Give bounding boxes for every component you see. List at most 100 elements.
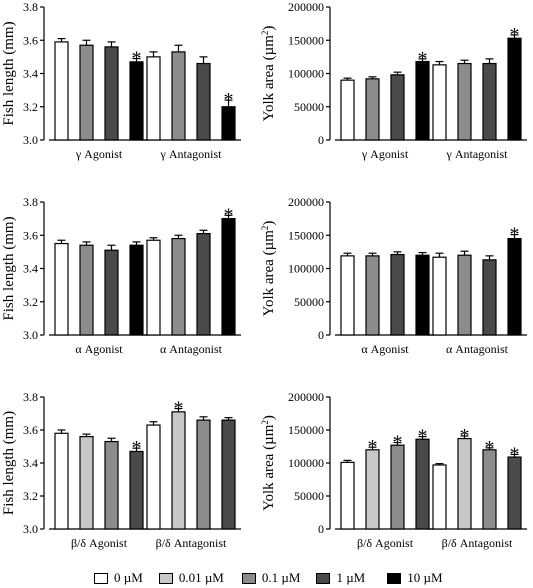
y-axis-title: Fish length (mm) bbox=[1, 216, 17, 320]
bar bbox=[129, 450, 144, 530]
bar bbox=[340, 79, 355, 141]
bar bbox=[221, 106, 236, 141]
bar bbox=[482, 259, 497, 336]
y-tick-label: 100000 bbox=[288, 456, 324, 470]
y-axis-title: Fish length (mm) bbox=[1, 21, 17, 125]
legend-item: 0.01 µM bbox=[158, 570, 224, 586]
significance-star: * bbox=[510, 224, 520, 246]
y-tick-label: 3.2 bbox=[23, 100, 38, 114]
bar bbox=[79, 244, 94, 336]
significance-star: * bbox=[418, 426, 428, 448]
y-tick-label: 3.8 bbox=[23, 390, 38, 404]
y-tick-label: 3.0 bbox=[23, 522, 38, 536]
x-category-label: β/δ Agonist bbox=[71, 536, 128, 550]
y-tick-label: 3.4 bbox=[23, 262, 38, 276]
y-tick-label: 100000 bbox=[288, 67, 324, 81]
y-axis-title: Yolk area (µm2) bbox=[260, 415, 277, 511]
chart-panel-1: Fish length (mm) 3.0 3.2 3.4 3.6 3.8 * * γ Agoni… bbox=[1, 0, 241, 161]
bar bbox=[196, 232, 211, 336]
x-category-label: γ Antagonist bbox=[446, 147, 509, 161]
chart-panel-6: Yolk area (µm2) 0 50000 100000 150000 200000 *… bbox=[260, 390, 527, 550]
y-tick-label: 200000 bbox=[288, 390, 324, 404]
bar bbox=[221, 218, 236, 336]
y-tick-label: 3.4 bbox=[23, 456, 38, 470]
bar bbox=[171, 411, 186, 530]
legend-label: 10 µM bbox=[407, 570, 443, 585]
bar bbox=[415, 60, 430, 141]
significance-star: * bbox=[393, 432, 403, 454]
y-tick-label: 3.2 bbox=[23, 489, 38, 503]
significance-star: * bbox=[224, 89, 234, 111]
bar bbox=[54, 432, 69, 530]
bar bbox=[365, 255, 380, 336]
legend-swatch bbox=[387, 572, 402, 584]
bar bbox=[507, 37, 522, 141]
bar bbox=[221, 419, 236, 530]
bar bbox=[457, 62, 472, 141]
bar bbox=[196, 62, 211, 141]
bar bbox=[482, 62, 497, 141]
bar bbox=[457, 254, 472, 336]
y-tick-label: 3.6 bbox=[23, 228, 38, 242]
bar bbox=[146, 424, 161, 530]
y-tick-label: 0 bbox=[318, 133, 324, 147]
bar bbox=[104, 249, 119, 336]
bar bbox=[79, 436, 94, 530]
significance-star: * bbox=[510, 24, 520, 46]
bar bbox=[129, 244, 144, 336]
y-tick-label: 3.8 bbox=[23, 0, 38, 14]
y-tick-label: 200000 bbox=[288, 0, 324, 14]
x-category-label: γ Antagonist bbox=[160, 147, 223, 161]
bar bbox=[365, 78, 380, 141]
y-tick-label: 3.6 bbox=[23, 423, 38, 437]
bar bbox=[146, 56, 161, 141]
significance-star: * bbox=[224, 204, 234, 226]
y-tick-label: 200000 bbox=[288, 195, 324, 209]
significance-star: * bbox=[418, 48, 428, 70]
bar bbox=[390, 444, 405, 530]
legend-label: 0.1 µM bbox=[261, 570, 301, 585]
bar bbox=[54, 41, 69, 141]
significance-star: * bbox=[485, 437, 495, 459]
y-tick-label: 150000 bbox=[288, 423, 324, 437]
legend-swatch bbox=[316, 572, 331, 584]
significance-star: * bbox=[368, 436, 378, 458]
legend-item: 0.1 µM bbox=[241, 570, 301, 586]
bar bbox=[104, 440, 119, 530]
y-tick-label: 3.6 bbox=[23, 33, 38, 47]
significance-star: * bbox=[132, 437, 142, 459]
x-category-label: α Agonist bbox=[75, 342, 123, 356]
bar bbox=[390, 253, 405, 336]
bar bbox=[171, 51, 186, 141]
significance-star: * bbox=[510, 443, 520, 465]
y-axis-title: Fish length (mm) bbox=[1, 411, 17, 515]
bar bbox=[171, 237, 186, 336]
x-category-label: β/δ Agonist bbox=[357, 536, 414, 550]
y-tick-label: 3.0 bbox=[23, 328, 38, 342]
bar bbox=[146, 239, 161, 336]
y-tick-label: 150000 bbox=[288, 33, 324, 47]
x-category-label: β/δ Antagonist bbox=[156, 536, 227, 550]
legend-item: 1 µM bbox=[316, 570, 365, 586]
y-axis-title: Yolk area (µm2) bbox=[260, 26, 277, 122]
bar bbox=[482, 449, 497, 530]
bar bbox=[390, 74, 405, 141]
y-tick-label: 3.2 bbox=[23, 295, 38, 309]
x-category-label: β/δ Antagonist bbox=[442, 536, 513, 550]
y-tick-label: 150000 bbox=[288, 228, 324, 242]
legend-item: 10 µM bbox=[387, 570, 443, 586]
legend-swatch bbox=[158, 572, 173, 584]
bar bbox=[340, 255, 355, 336]
bar bbox=[54, 242, 69, 336]
x-category-label: γ Agonist bbox=[75, 147, 123, 161]
bar bbox=[507, 456, 522, 530]
chart-panel-5: Fish length (mm) 3.0 3.2 3.4 3.6 3.8 * * β/δ Ago… bbox=[1, 390, 241, 550]
bar bbox=[415, 438, 430, 530]
y-tick-label: 50000 bbox=[294, 489, 324, 503]
x-category-label: α Antagonist bbox=[160, 342, 223, 356]
bar bbox=[365, 449, 380, 530]
significance-star: * bbox=[460, 425, 470, 447]
y-tick-label: 100000 bbox=[288, 262, 324, 276]
x-category-label: α Antagonist bbox=[446, 342, 509, 356]
